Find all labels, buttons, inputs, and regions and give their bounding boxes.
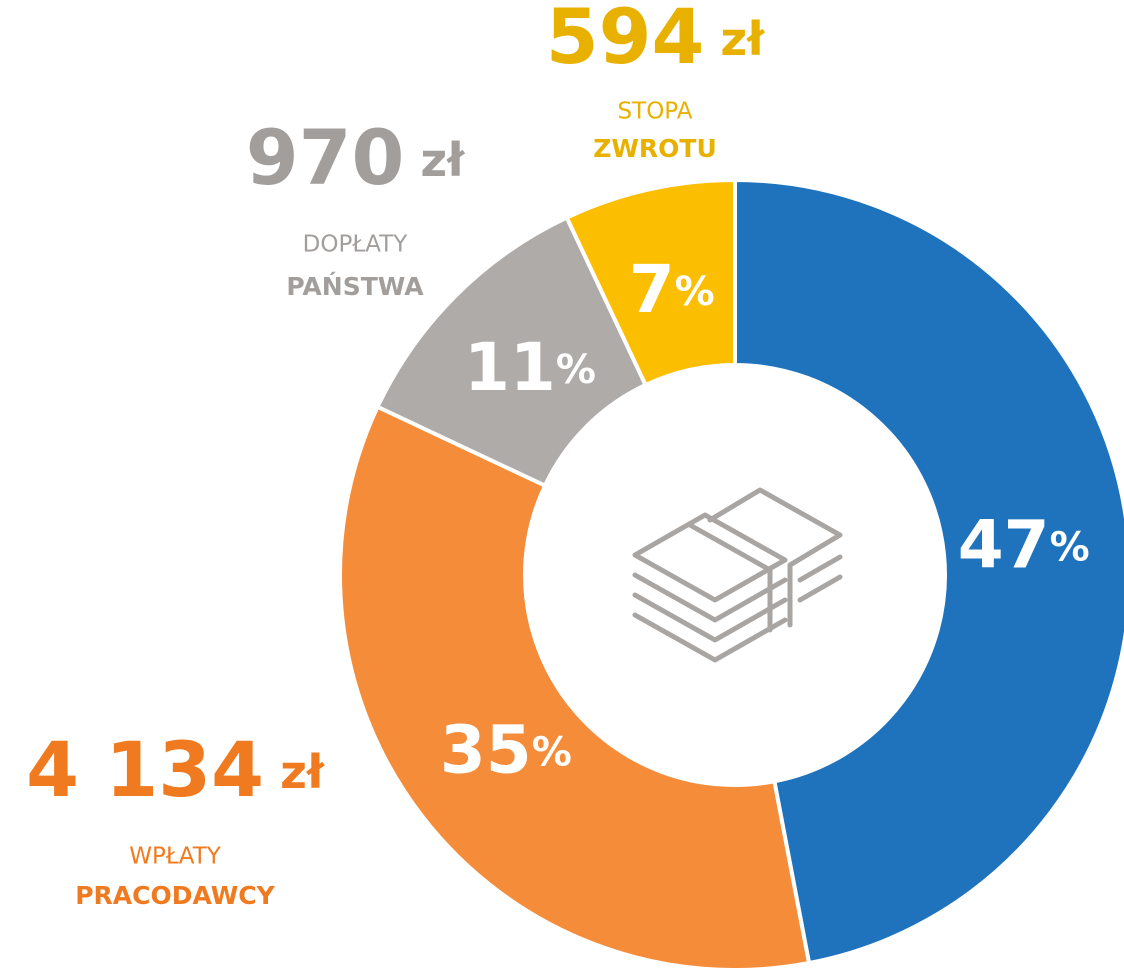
- money-icon: [632, 487, 843, 663]
- category-label-light: WPŁATY: [129, 844, 222, 870]
- category-label-light: DOPŁATY: [303, 232, 409, 258]
- donut-slice: [338, 404, 812, 968]
- amount-label: 970 zł: [246, 113, 465, 202]
- slice-percent-label: 11%: [464, 329, 596, 406]
- category-label-bold: PRACODAWCY: [75, 881, 275, 910]
- donut-slice: [733, 177, 1124, 966]
- category-label-bold: PAŃSTWA: [286, 272, 424, 301]
- slice-percent-label: 35%: [440, 712, 572, 789]
- amount-label: 4 134 zł: [26, 725, 325, 814]
- slice-percent-label: 7%: [629, 251, 715, 328]
- category-label-bold: ZWROTU: [593, 134, 717, 163]
- donut-slice: [564, 177, 737, 388]
- slice-percent-label: 47%: [958, 507, 1090, 584]
- amount-label: 594 zł: [546, 0, 765, 81]
- category-label-light: STOPA: [618, 99, 693, 125]
